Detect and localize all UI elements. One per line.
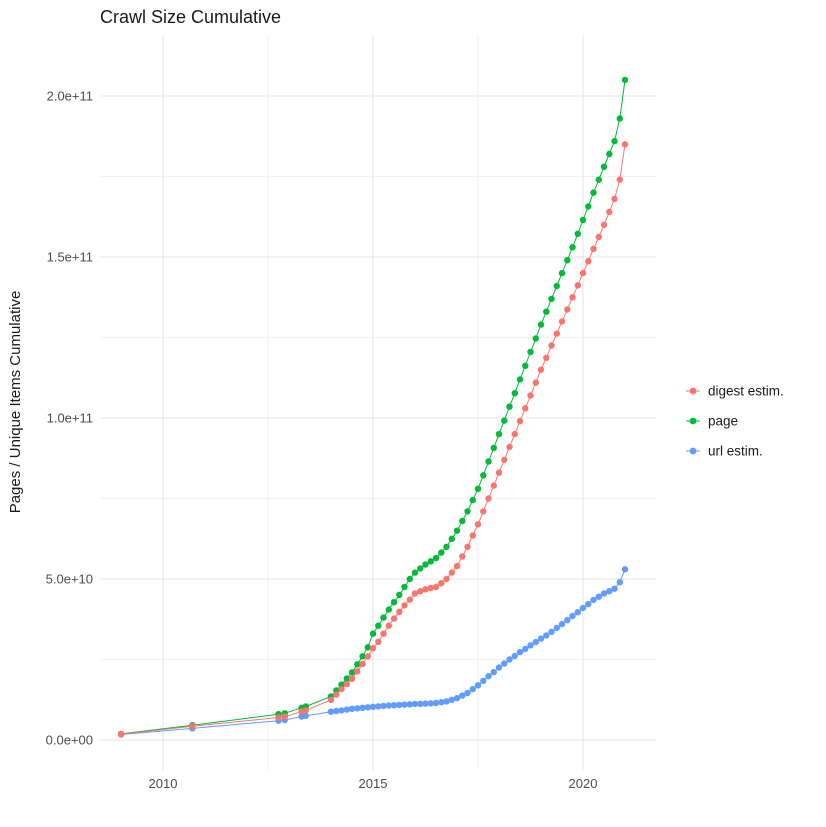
legend-key-dot-1 bbox=[689, 417, 697, 425]
legend-item-page: page bbox=[686, 414, 738, 429]
y-tick-label: 1.5e+11 bbox=[47, 250, 93, 265]
series-points-url-estim bbox=[117, 566, 629, 738]
x-axis-tick-labels: 2010 2015 2020 bbox=[149, 776, 598, 791]
y-axis-title: Pages / Unique Items Cumulative bbox=[7, 291, 24, 514]
x-tick-label: 2020 bbox=[569, 776, 598, 791]
legend-label-page: page bbox=[708, 414, 738, 429]
legend-key-dot-2 bbox=[689, 447, 697, 455]
y-tick-label: 0.0e+00 bbox=[46, 733, 93, 748]
y-tick-label: 1.0e+11 bbox=[47, 411, 93, 426]
series-points-digest-estim bbox=[117, 141, 629, 738]
y-tick-label: 5.0e+10 bbox=[46, 572, 93, 587]
y-axis-tick-labels: 0.0e+00 5.0e+10 1.0e+11 1.5e+11 2.0e+11 bbox=[46, 89, 93, 748]
legend-key-dot-0 bbox=[689, 387, 697, 395]
chart-title: Crawl Size Cumulative bbox=[100, 7, 281, 27]
legend-label-digest-estim: digest estim. bbox=[708, 384, 784, 399]
legend-label-url-estim: url estim. bbox=[708, 444, 763, 459]
plot-panel: 2010 2015 2020 0.0e+00 5.0e+10 1.0e+11 1.5e+11… bbox=[46, 35, 656, 791]
legend: digest estim. page url estim. bbox=[686, 384, 784, 459]
gridlines-minor bbox=[100, 35, 656, 770]
legend-item-digest-estim: digest estim. bbox=[686, 384, 784, 399]
x-tick-label: 2010 bbox=[149, 776, 178, 791]
x-tick-label: 2015 bbox=[359, 776, 388, 791]
legend-item-url-estim: url estim. bbox=[686, 444, 763, 459]
y-tick-label: 2.0e+11 bbox=[47, 89, 93, 104]
gridlines-major bbox=[100, 35, 656, 770]
